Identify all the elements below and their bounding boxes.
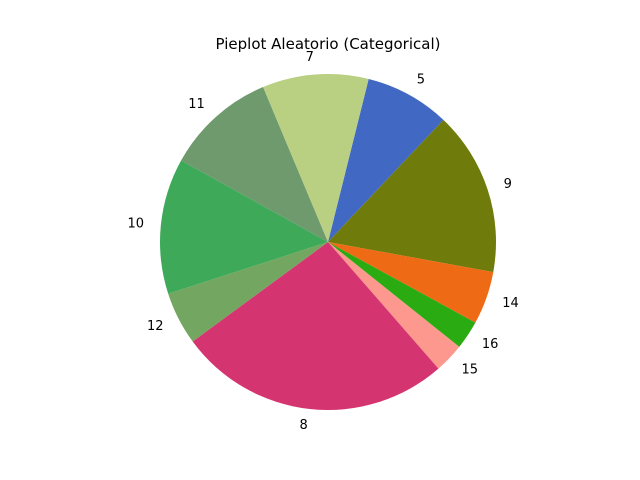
pie-label-11: 11 xyxy=(188,97,205,112)
pie-labels: 5 9 14 16 15 8 12 10 11 7 xyxy=(128,50,519,433)
pie-label-8: 8 xyxy=(299,418,307,433)
pie-slice-14 xyxy=(328,242,494,323)
pie-label-7: 7 xyxy=(306,50,314,65)
pie-slice-8 xyxy=(192,242,439,411)
pie-label-14: 14 xyxy=(502,296,519,311)
pie-slice-7 xyxy=(263,74,369,242)
pie-label-12: 12 xyxy=(147,319,164,334)
pie-slice-12 xyxy=(168,242,328,342)
pie-label-5: 5 xyxy=(417,72,425,87)
pie-label-10: 10 xyxy=(128,217,145,232)
pie-slice-11 xyxy=(181,87,328,242)
pie-slice-10 xyxy=(160,160,328,294)
pie-label-16: 16 xyxy=(482,337,499,352)
pie-label-9: 9 xyxy=(504,177,512,192)
pie-slice-9 xyxy=(328,119,496,273)
pie-slices xyxy=(160,74,496,411)
pie-slice-15 xyxy=(328,242,460,369)
pie-label-15: 15 xyxy=(461,362,478,377)
chart-title: Pieplot Aleatorio (Categorical) xyxy=(216,35,441,53)
pie-slice-16 xyxy=(328,242,476,347)
pie-slice-5 xyxy=(328,78,444,242)
